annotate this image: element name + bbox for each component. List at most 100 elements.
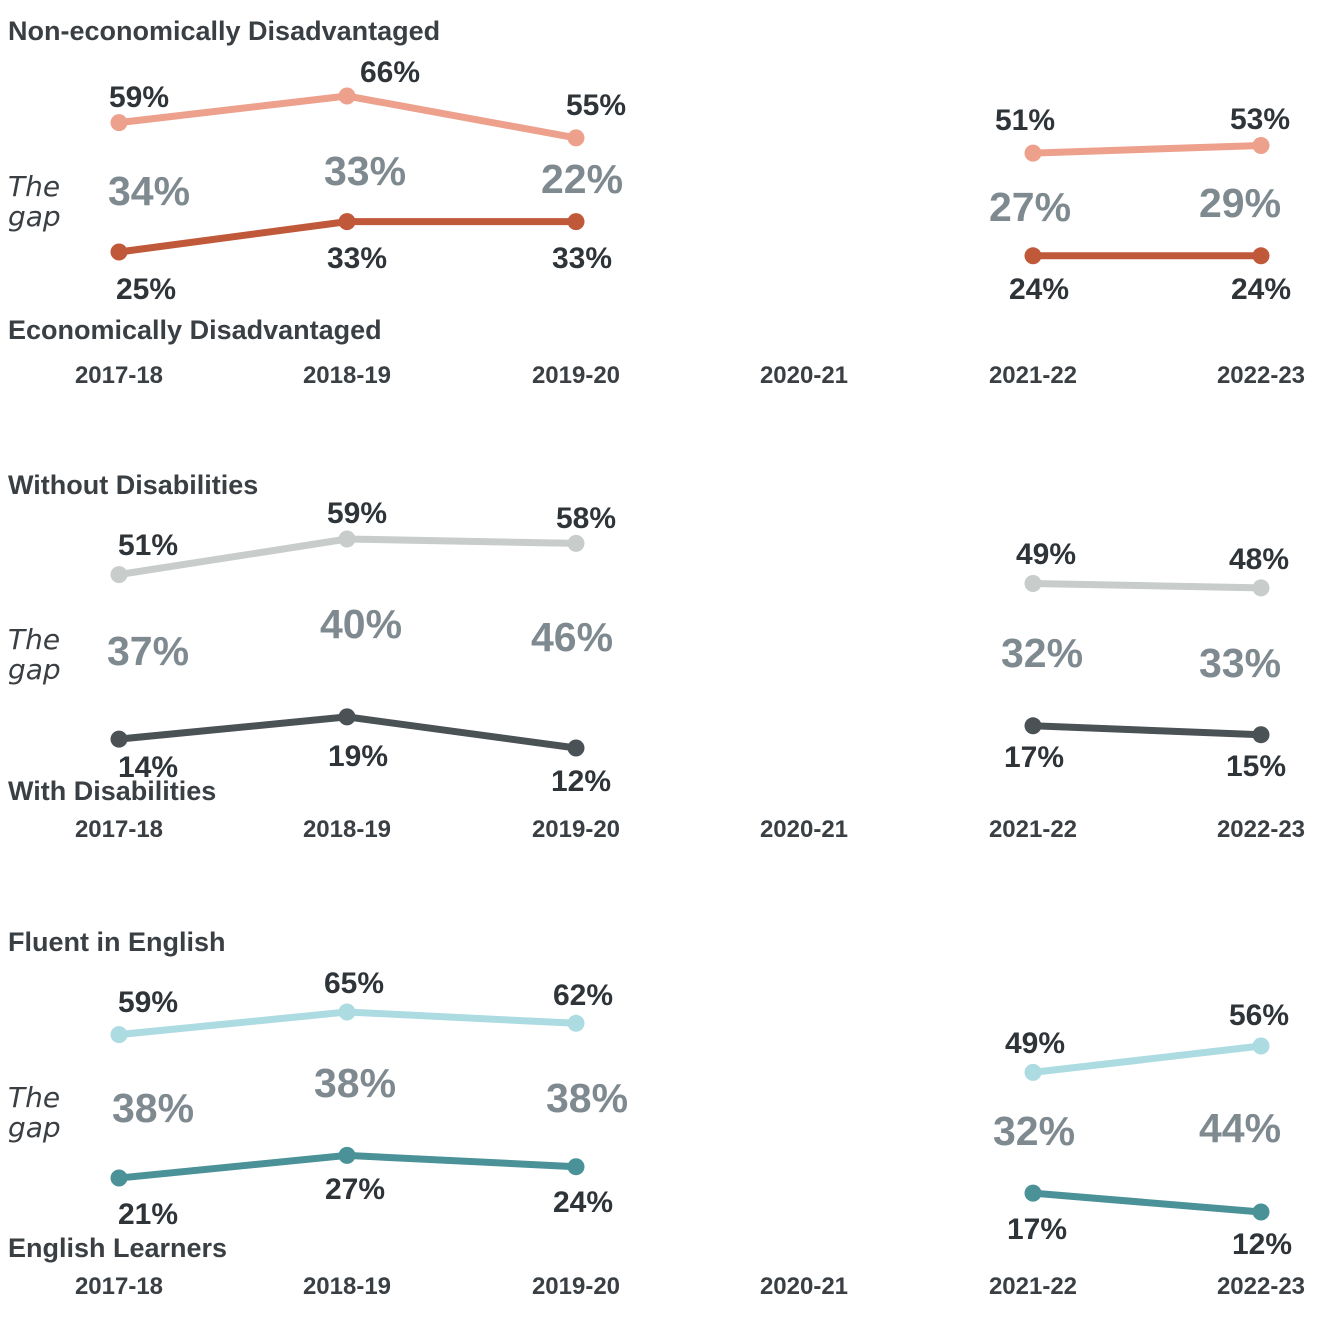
x-tick-label: 2017-18 (75, 1273, 163, 1300)
gap-value: 38% (112, 1085, 194, 1131)
data-label: 62% (553, 979, 613, 1012)
gap-value: 29% (1199, 180, 1281, 226)
gap-label: gap (8, 200, 61, 233)
data-point (567, 534, 585, 552)
series-line (1029, 142, 1265, 157)
data-point (110, 566, 128, 584)
data-point (110, 114, 128, 132)
gap-value: 44% (1199, 1105, 1281, 1151)
x-tick-label: 2021-22 (989, 362, 1077, 389)
x-tick-label: 2022-23 (1217, 816, 1305, 843)
x-tick-label: 2019-20 (532, 1273, 620, 1300)
data-point (110, 730, 128, 748)
data-point (567, 129, 585, 147)
x-tick-label: 2021-22 (989, 816, 1077, 843)
x-tick-label: 2020-21 (760, 362, 848, 389)
data-point (1024, 1184, 1042, 1202)
gap-label: gap (8, 1111, 61, 1144)
data-label: 56% (1229, 999, 1289, 1032)
x-tick-label: 2022-23 (1217, 1273, 1305, 1300)
data-label: 21% (118, 1198, 178, 1231)
data-point (567, 1014, 585, 1032)
data-point (567, 1158, 585, 1176)
x-tick-label: 2017-18 (75, 362, 163, 389)
gap-value: 22% (541, 156, 623, 202)
data-point (1024, 247, 1042, 265)
data-label: 49% (1016, 538, 1076, 571)
data-label: 48% (1229, 543, 1289, 576)
data-point (338, 1003, 356, 1021)
data-point (1024, 717, 1042, 735)
data-label: 33% (327, 242, 387, 275)
data-point (1024, 144, 1042, 162)
data-label: 24% (1009, 273, 1069, 306)
gap-value: 46% (531, 614, 613, 660)
series-title-1: Economically Disadvantaged (8, 315, 382, 345)
gap-value: 33% (324, 148, 406, 194)
data-point (110, 243, 128, 261)
data-label: 14% (118, 751, 178, 784)
data-label: 55% (566, 89, 626, 122)
data-label: 17% (1004, 741, 1064, 774)
series-title-0: Fluent in English (8, 927, 226, 957)
chart-panel-0: Non-economically Disadvantaged Economical… (8, 16, 1305, 389)
data-label: 58% (556, 502, 616, 535)
series-title-1: English Learners (8, 1233, 227, 1263)
series-title-0: Without Disabilities (8, 470, 258, 500)
data-label: 27% (325, 1173, 385, 1206)
data-label: 53% (1230, 103, 1290, 136)
gap-value: 38% (314, 1060, 396, 1106)
gap-value: 34% (108, 168, 190, 214)
data-point (338, 530, 356, 548)
data-point (338, 87, 356, 105)
series-line (1029, 1189, 1265, 1216)
data-label: 49% (1005, 1027, 1065, 1060)
series-line (1029, 1042, 1265, 1076)
gap-value: 33% (1199, 640, 1281, 686)
gap-value: 40% (320, 601, 402, 647)
data-label: 25% (116, 273, 176, 306)
x-tick-label: 2021-22 (989, 1273, 1077, 1300)
data-point (1024, 575, 1042, 592)
data-label: 33% (552, 242, 612, 275)
data-point (338, 708, 356, 726)
series-title-1: With Disabilities (8, 776, 216, 806)
data-label: 12% (551, 765, 611, 798)
data-label: 59% (109, 81, 169, 114)
data-label: 66% (360, 56, 420, 89)
x-tick-label: 2020-21 (760, 1273, 848, 1300)
data-point (110, 1026, 128, 1044)
data-point (1252, 1203, 1270, 1221)
gap-label: The (8, 1081, 60, 1114)
data-label: 24% (1231, 273, 1291, 306)
gap-label: The (8, 170, 60, 203)
data-point (1252, 247, 1270, 265)
x-tick-label: 2018-19 (303, 816, 391, 843)
data-label: 51% (995, 104, 1055, 137)
data-label: 59% (327, 497, 387, 530)
chart-panel-1: Without Disabilities With Disabilities The… (8, 470, 1305, 843)
data-label: 65% (324, 967, 384, 1000)
series-line (1029, 580, 1265, 592)
data-label: 59% (118, 986, 178, 1019)
data-point (338, 213, 356, 231)
data-label: 51% (118, 529, 178, 562)
data-point (1024, 1063, 1042, 1081)
x-tick-label: 2018-19 (303, 362, 391, 389)
gap-label: The (8, 623, 60, 656)
data-label: 12% (1232, 1228, 1292, 1261)
x-tick-label: 2022-23 (1217, 362, 1305, 389)
gap-label: gap (8, 653, 61, 686)
data-label: 19% (328, 740, 388, 773)
data-point (567, 739, 585, 757)
x-tick-label: 2020-21 (760, 816, 848, 843)
data-label: 15% (1226, 750, 1286, 783)
gap-value: 38% (546, 1075, 628, 1121)
series-title-0: Non-economically Disadvantaged (8, 16, 440, 46)
gap-value: 27% (989, 184, 1071, 230)
data-label: 17% (1007, 1213, 1067, 1246)
x-tick-label: 2019-20 (532, 362, 620, 389)
data-point (1252, 1037, 1270, 1055)
